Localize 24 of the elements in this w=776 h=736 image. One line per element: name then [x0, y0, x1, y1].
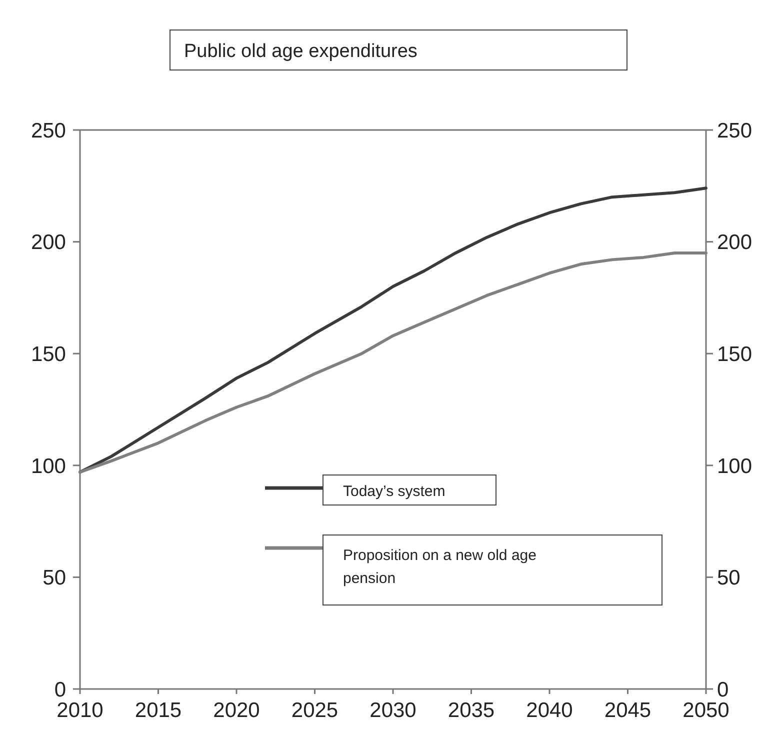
x-tick-label: 2025 [291, 699, 338, 722]
y-tick-label: 100 [30, 454, 66, 478]
legend-label: Today’s system [343, 483, 446, 500]
y2-tick-label: 0 [717, 678, 729, 702]
y2-tick-label: 250 [717, 119, 752, 142]
x-tick-label: 2035 [448, 699, 495, 722]
y-tick-label: 250 [30, 119, 66, 142]
legend-label: Proposition on a new old age pension [343, 547, 536, 587]
y2-tick-label: 100 [717, 454, 752, 478]
y-tick-label: 150 [30, 342, 66, 366]
chart-title: Public old age expenditures [184, 41, 418, 62]
y-tick-label: 200 [30, 231, 66, 254]
x-tick-label: 2045 [604, 699, 652, 722]
y-tick-label: 50 [42, 566, 66, 590]
y2-tick-label: 50 [717, 566, 740, 590]
x-tick-label: 2050 [682, 699, 730, 722]
y2-tick-label: 150 [717, 342, 752, 366]
y2-tick-label: 200 [717, 231, 752, 254]
y-tick-label: 0 [54, 678, 66, 702]
x-tick-label: 2040 [526, 699, 573, 722]
x-tick-label: 2015 [134, 699, 182, 722]
x-tick-label: 2030 [370, 699, 416, 722]
x-tick-label: 2010 [56, 699, 104, 722]
x-tick-label: 2020 [213, 699, 260, 722]
